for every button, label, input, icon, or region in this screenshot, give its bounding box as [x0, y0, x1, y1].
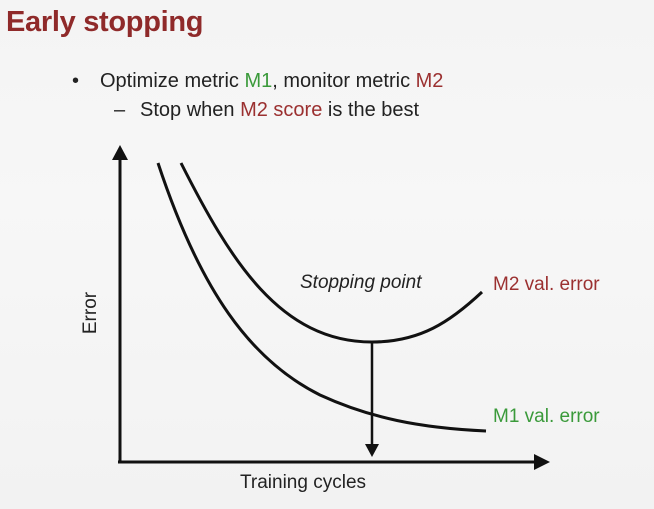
bullet-dot: •: [72, 70, 80, 92]
bullet-optimize: • Optimize metric M1 , monitor metric M2: [72, 70, 443, 93]
sub-bullet-stop: – Stop when M2 score is the best: [114, 99, 419, 122]
bullet-text-part: Optimize metric: [100, 70, 245, 92]
m1-curve: [156, 162, 487, 433]
y-axis-arrowhead: [112, 145, 128, 160]
m2-score: M2 score: [240, 99, 323, 121]
y-axis-label: Error: [80, 291, 102, 335]
metric-m1: M1: [244, 70, 273, 92]
x-axis-arrowhead: [534, 454, 550, 470]
bullet-text-part: , monitor metric: [272, 70, 416, 92]
sub-bullet-text-part: is the best: [322, 99, 420, 121]
x-axis-label: Training cycles: [240, 472, 367, 493]
stopping-point-label: Stopping point: [300, 272, 422, 293]
m2-curve: [179, 162, 484, 344]
page-title: Early stopping: [6, 6, 204, 38]
sub-bullet-text-part: Stop when: [140, 99, 241, 121]
m2-curve-label: M2 val. error: [493, 274, 600, 295]
m1-curve-label: M1 val. error: [493, 406, 600, 427]
sub-bullet-dash: –: [114, 99, 126, 121]
stopping-point-arrowhead: [365, 444, 379, 457]
metric-m2: M2: [415, 70, 444, 92]
